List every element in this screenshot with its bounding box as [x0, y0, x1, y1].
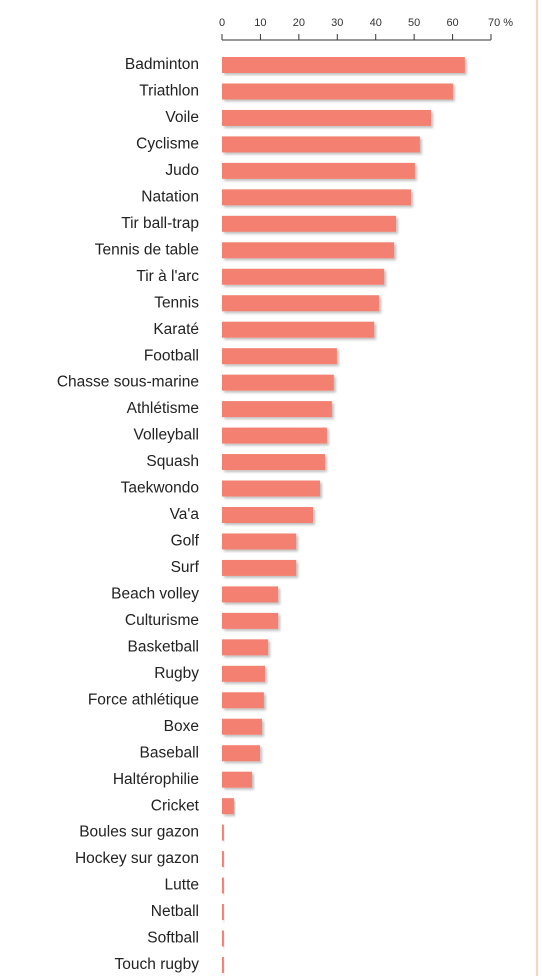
category-label: Tir à l'arc	[136, 268, 199, 285]
category-label: Tir ball-trap	[121, 215, 199, 232]
bar	[222, 454, 325, 471]
category-label: Haltérophilie	[113, 771, 199, 788]
category-label: Rugby	[154, 665, 199, 682]
bar	[222, 718, 262, 735]
bar	[222, 586, 279, 603]
category-label: Tennis	[154, 294, 199, 311]
category-label: Cricket	[151, 797, 200, 814]
bar	[222, 374, 334, 391]
category-label: Force athlétique	[88, 691, 199, 708]
category-label: Judo	[165, 162, 199, 179]
x-tick-label: 10	[254, 17, 266, 29]
x-tick-label: 50	[408, 17, 420, 29]
bar	[222, 506, 314, 523]
bar	[222, 612, 279, 629]
category-label: Volleyball	[134, 427, 200, 444]
bar	[222, 956, 224, 973]
category-label: Surf	[171, 559, 200, 576]
x-tick-label: 30	[331, 17, 343, 29]
category-label: Voile	[165, 109, 199, 126]
category-label: Basketball	[127, 638, 199, 655]
category-label: Netball	[151, 903, 199, 920]
category-label: Natation	[141, 188, 199, 205]
bar	[222, 824, 224, 841]
bar	[222, 559, 297, 576]
category-label: Touch rugby	[115, 956, 200, 973]
bar	[222, 348, 337, 365]
category-label: Football	[144, 347, 199, 364]
category-label: Boules sur gazon	[79, 824, 199, 841]
category-label: Athlétisme	[127, 400, 199, 417]
bar	[222, 665, 266, 682]
category-label: Hockey sur gazon	[75, 850, 199, 867]
bar	[222, 877, 224, 894]
bar	[222, 321, 375, 338]
x-tick-label: 20	[293, 17, 305, 29]
bar	[222, 798, 234, 815]
category-label: Boxe	[164, 718, 199, 735]
bar	[222, 242, 395, 259]
category-label: Softball	[147, 930, 199, 947]
bar	[222, 57, 465, 73]
bar	[222, 771, 252, 788]
category-label: Badminton	[125, 56, 199, 73]
x-tick-label: 60	[446, 17, 458, 29]
bar	[222, 745, 261, 762]
bar	[222, 930, 224, 947]
bar	[222, 480, 320, 497]
category-label: Golf	[171, 533, 200, 550]
category-label: Culturisme	[125, 612, 199, 629]
category-label: Squash	[146, 453, 199, 470]
bar	[222, 427, 327, 444]
category-label: Chasse sous-marine	[57, 374, 199, 391]
bar	[222, 851, 224, 868]
category-label: Cyclisme	[136, 136, 199, 153]
bar	[222, 162, 415, 179]
bar	[222, 904, 224, 921]
category-label: Triathlon	[139, 83, 199, 100]
category-label: Va'a	[170, 506, 200, 523]
category-label: Lutte	[165, 877, 199, 894]
bar	[222, 136, 420, 153]
bar	[222, 533, 297, 550]
bar	[222, 401, 332, 418]
bar	[222, 295, 380, 312]
bar	[222, 639, 269, 656]
bar	[222, 83, 453, 100]
x-tick-label: 0	[219, 17, 225, 29]
bar	[222, 109, 432, 126]
category-label: Beach volley	[111, 585, 199, 602]
category-label: Baseball	[140, 744, 199, 761]
bar	[222, 189, 412, 206]
bar	[222, 215, 397, 232]
bar	[222, 268, 385, 285]
x-tick-label: 70 %	[488, 17, 513, 29]
bar	[222, 692, 264, 709]
category-label: Karaté	[153, 321, 199, 338]
category-label: Taekwondo	[121, 480, 199, 497]
category-label: Tennis de table	[95, 241, 199, 258]
x-tick-label: 40	[370, 17, 382, 29]
